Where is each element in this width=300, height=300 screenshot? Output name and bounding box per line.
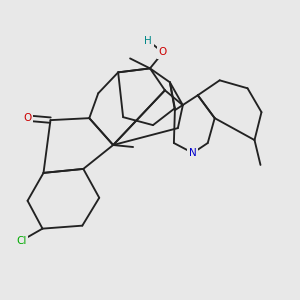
Text: N: N xyxy=(189,148,197,158)
Text: Cl: Cl xyxy=(16,236,27,246)
Text: O: O xyxy=(159,47,167,58)
Text: H: H xyxy=(144,35,152,46)
Text: O: O xyxy=(23,113,32,123)
